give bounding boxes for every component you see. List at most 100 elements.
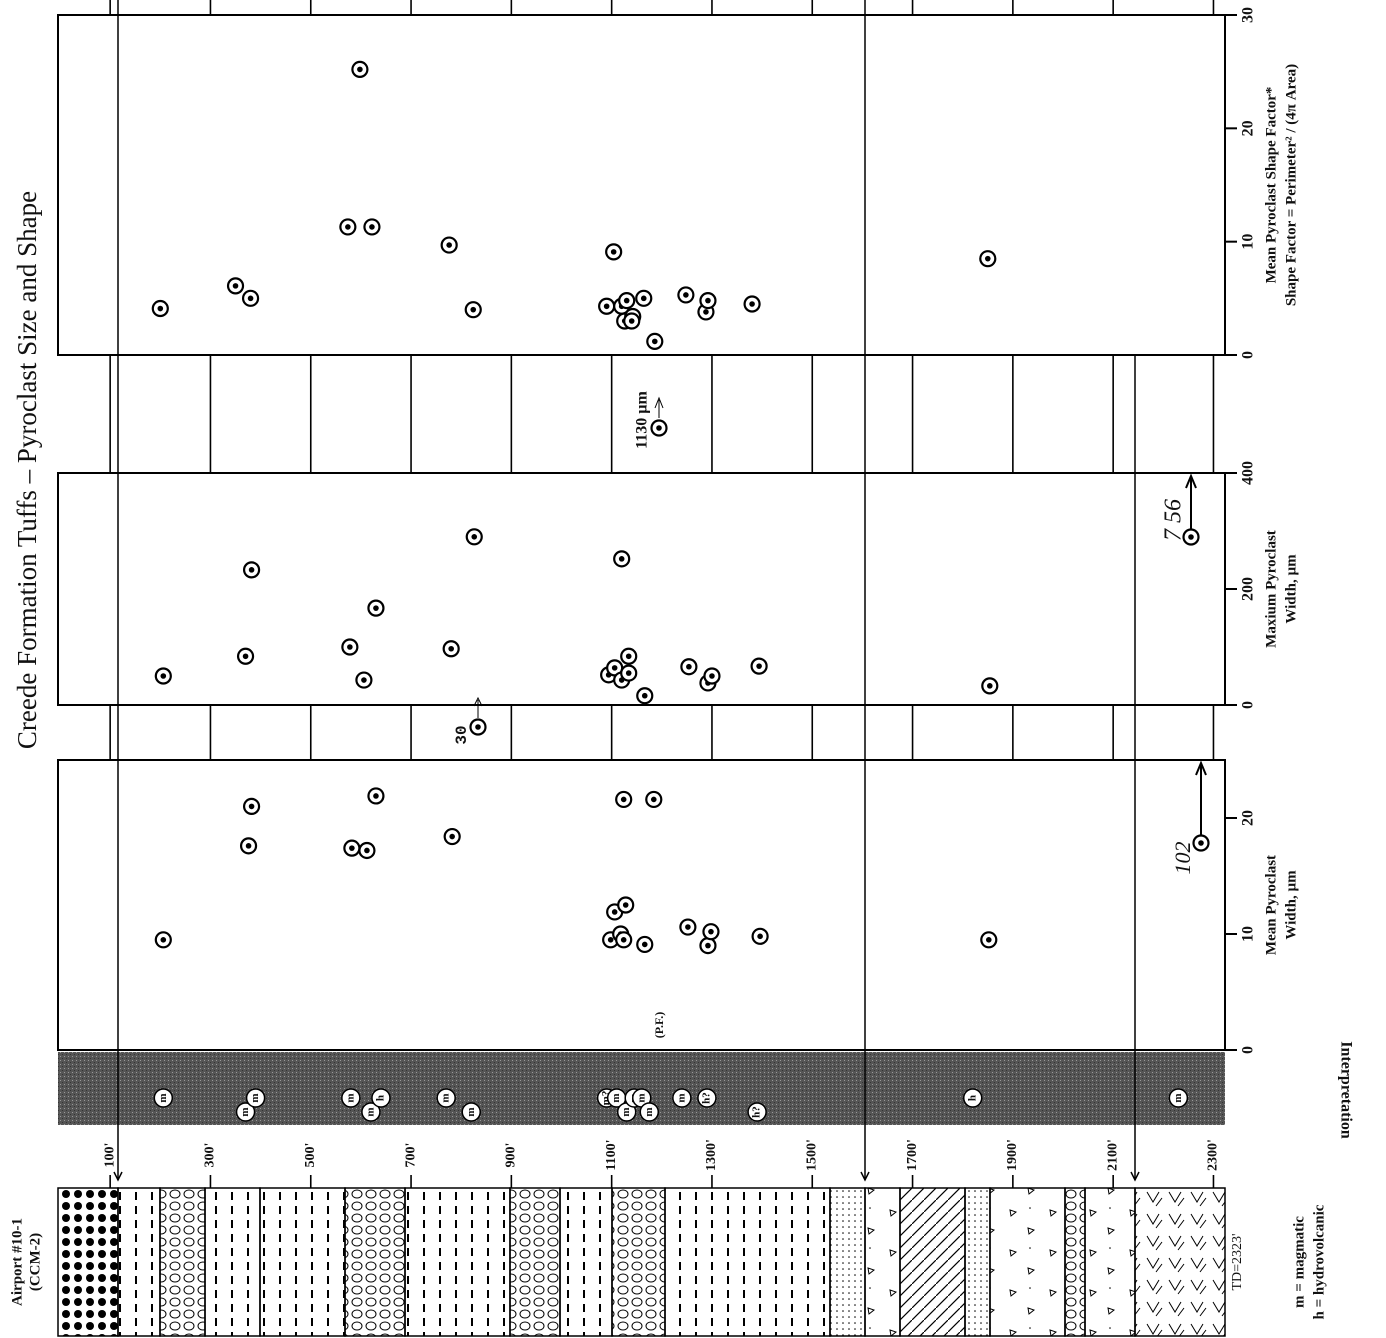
point-dot <box>628 318 635 324</box>
legend-entry: h = hydrovolcanic <box>1311 1204 1327 1319</box>
point-dot <box>640 295 647 302</box>
lithology-unit <box>509 1187 561 1337</box>
correlation-arrow <box>860 1171 870 1182</box>
panel-frame <box>57 14 1226 356</box>
panel-frame <box>57 472 1226 706</box>
well-td: TD=2323' <box>1230 1233 1245 1290</box>
data-point <box>358 841 376 860</box>
annotation-arrow <box>473 696 483 718</box>
annotation: 102 <box>1170 842 1195 875</box>
well-name: (CCM-2) <box>27 1233 43 1291</box>
point-dot <box>610 249 617 255</box>
point-dot <box>756 663 762 669</box>
data-point <box>363 218 381 236</box>
point-dot <box>160 673 167 679</box>
data-point <box>151 299 169 318</box>
data-point <box>979 250 997 268</box>
annotation: 30 <box>453 725 471 744</box>
interpretation-label: Interpretation <box>1337 1041 1354 1139</box>
data-point <box>702 923 720 941</box>
lithology-unit <box>989 1187 1066 1337</box>
data-point <box>646 332 664 350</box>
lithology-unit <box>1134 1187 1226 1337</box>
y-axis-label: Width, µm <box>1283 554 1299 624</box>
interpretation-marker <box>639 1102 660 1122</box>
data-point <box>341 638 359 656</box>
interpretation-marker <box>361 1102 381 1122</box>
data-point <box>635 289 653 307</box>
point-dot <box>160 937 167 943</box>
point-dot <box>361 677 367 683</box>
depth-tick-label: 2300' <box>1206 1139 1221 1171</box>
data-point <box>343 839 361 857</box>
data-point <box>464 301 482 319</box>
interpretation-text: h? <box>751 1106 763 1118</box>
interpretation-marker <box>235 1102 256 1122</box>
data-point <box>981 677 999 695</box>
point-dot <box>651 338 658 345</box>
lithology-unit <box>664 1187 831 1337</box>
data-point <box>598 297 616 315</box>
point-dot <box>349 845 355 851</box>
data-point <box>743 295 761 313</box>
interpretation-text: m <box>675 1093 687 1102</box>
point-dot <box>357 66 363 73</box>
interpretation-text: h <box>966 1095 978 1101</box>
point-dot <box>618 556 625 562</box>
lithology-unit <box>899 1187 966 1337</box>
interpretation-text: m <box>344 1093 356 1102</box>
data-point <box>242 561 261 579</box>
point-dot <box>984 255 991 262</box>
data-point <box>699 936 717 955</box>
data-point <box>465 528 483 546</box>
y-tick-label: 20 <box>1240 120 1257 136</box>
point-dot <box>620 796 627 803</box>
data-point <box>154 667 172 685</box>
data-point <box>613 550 631 568</box>
data-point <box>679 918 697 936</box>
lithology-unit <box>559 1187 613 1337</box>
y-axis-label: Shape Factor = Perimeter² / (4π Area) <box>1283 64 1299 306</box>
y-tick-label: 30 <box>1240 7 1257 23</box>
data-point <box>617 896 635 914</box>
interpretation-marker <box>371 1088 391 1108</box>
y-axis-label: Width, µm <box>1283 870 1299 940</box>
interpretation-text: m <box>249 1093 261 1102</box>
depth-tick-label: 1700' <box>905 1139 920 1171</box>
lithology-unit <box>611 1187 666 1337</box>
y-tick-label: 0 <box>1240 351 1257 359</box>
data-point <box>980 931 998 949</box>
data-point <box>351 60 369 79</box>
point-dot <box>625 653 632 660</box>
y-tick-label: 20 <box>1240 810 1257 826</box>
correlation-arrow <box>113 1171 123 1182</box>
y-tick-label: 200 <box>1240 577 1257 601</box>
point-dot <box>757 933 763 940</box>
point-dot <box>683 292 689 298</box>
data-point <box>442 640 460 658</box>
correlation-arrow <box>1130 1171 1140 1182</box>
data-point <box>236 647 255 665</box>
point-dot <box>622 902 629 908</box>
depth-tick-label: 1100' <box>604 1139 619 1170</box>
point-dot <box>709 673 715 679</box>
data-point <box>699 292 717 310</box>
point-dot <box>449 833 455 840</box>
legend-entry: m = magmatic <box>1291 1216 1307 1308</box>
data-point <box>355 671 373 689</box>
depth-tick-label: 1300' <box>704 1139 719 1171</box>
annotation-arrow <box>1195 760 1207 835</box>
lithology-unit <box>204 1187 261 1337</box>
annotation-dot <box>656 425 662 431</box>
well-name: Airport #10-1 <box>9 1218 25 1306</box>
data-point <box>751 927 769 945</box>
lithology-unit <box>57 1187 119 1337</box>
lithology-unit <box>259 1187 346 1337</box>
point-dot <box>986 683 993 689</box>
interpretation-marker <box>153 1088 174 1108</box>
data-point <box>615 790 633 809</box>
annotation: 1130 µm <box>634 391 651 449</box>
data-point <box>239 837 258 855</box>
lithology-unit <box>117 1187 161 1337</box>
